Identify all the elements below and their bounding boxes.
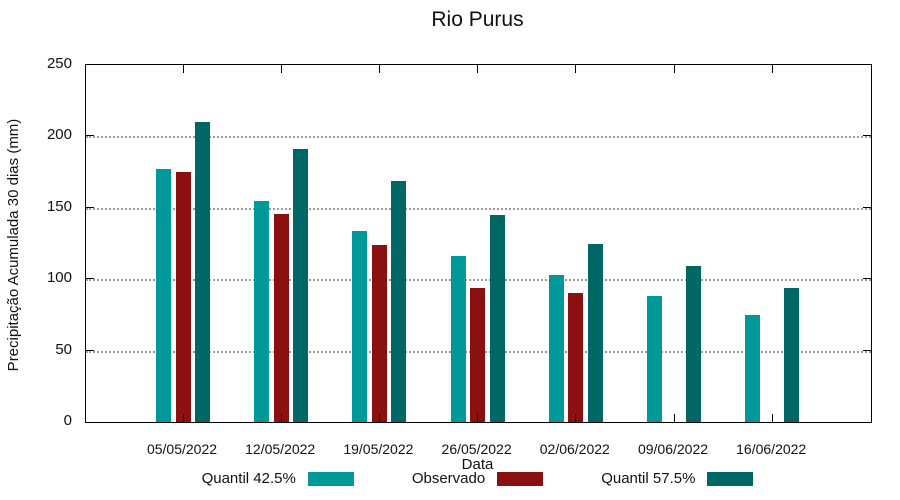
legend-item-quantil-57.5-: Quantil 57.5%: [601, 470, 754, 487]
y-tick-label-100: 100: [46, 269, 72, 287]
y-tick-left-150: [86, 206, 94, 208]
bar-quantil-57.5--09-06-2022: [686, 266, 701, 422]
y-tick-right-150: [863, 206, 871, 208]
bar-observado-19-05-2022: [371, 244, 387, 422]
chart-title: Rio Purus: [431, 8, 524, 31]
bar-quantil-57.5--05-05-2022: [195, 122, 210, 422]
bar-quantil-57.5--02-06-2022: [587, 243, 603, 422]
y-tick-left-200: [86, 135, 94, 137]
bar-quantil-42.5--16-06-2022: [745, 314, 761, 422]
y-tick-right-50: [863, 349, 871, 351]
x-tick-bottom-3: [477, 414, 479, 422]
x-tick-label-1: 12/05/2022: [245, 441, 316, 457]
y-tick-label-150: 150: [46, 197, 72, 215]
x-tick-bottom-5: [673, 414, 675, 422]
x-tick-label-3: 26/05/2022: [441, 441, 512, 457]
x-tick-label-6: 16/06/2022: [736, 441, 807, 457]
legend: Quantil 42.5% Observado Quantil 57.5%: [85, 470, 870, 487]
bar-observado-12-05-2022: [273, 213, 289, 422]
legend-item-observado: Observado: [411, 470, 544, 487]
x-tick-top-2: [378, 65, 380, 73]
x-tick-top-1: [280, 65, 282, 73]
bar-observado-02-06-2022: [568, 293, 584, 422]
bar-quantil-42.5--09-06-2022: [647, 296, 662, 422]
x-axis-label: Data: [461, 456, 494, 473]
legend-label: Observado: [411, 470, 486, 487]
x-tick-bottom-1: [280, 414, 282, 422]
y-tick-right-200: [863, 135, 871, 137]
y-tick-label-0: 0: [63, 412, 72, 429]
bar-observado-26-05-2022: [470, 287, 486, 422]
x-tick-bottom-4: [575, 414, 577, 422]
legend-swatch: [307, 471, 354, 486]
y-tick-label-200: 200: [46, 126, 72, 144]
x-tick-label-5: 09/06/2022: [637, 441, 709, 457]
x-tick-label-4: 02/06/2022: [539, 441, 610, 457]
gridline-150: [86, 207, 871, 210]
x-tick-top-4: [575, 65, 577, 73]
y-tick-left-100: [86, 278, 94, 280]
bar-quantil-57.5--16-06-2022: [784, 287, 800, 422]
y-tick-label-50: 50: [55, 340, 72, 358]
bar-quantil-57.5--12-05-2022: [293, 149, 309, 422]
bar-quantil-57.5--26-05-2022: [489, 214, 505, 422]
bar-quantil-42.5--05-05-2022: [156, 169, 171, 422]
x-tick-bottom-6: [771, 414, 773, 422]
bar-quantil-42.5--12-05-2022: [254, 200, 270, 422]
y-tick-left-50: [86, 349, 94, 351]
legend-item-quantil-42.5-: Quantil 42.5%: [202, 470, 354, 487]
legend-label: Quantil 57.5%: [601, 470, 696, 487]
legend-swatch: [707, 471, 754, 486]
x-tick-label-0: 05/05/2022: [146, 441, 218, 457]
x-tick-top-3: [477, 65, 479, 73]
y-tick-right-100: [863, 278, 871, 280]
legend-swatch: [497, 471, 544, 486]
x-tick-bottom-0: [182, 414, 184, 422]
bar-quantil-42.5--02-06-2022: [548, 274, 564, 422]
y-tick-label-250: 250: [46, 55, 72, 72]
bar-quantil-42.5--26-05-2022: [450, 256, 466, 422]
x-tick-top-6: [771, 65, 773, 73]
x-tick-bottom-2: [378, 414, 380, 422]
x-tick-top-0: [182, 65, 184, 73]
legend-label: Quantil 42.5%: [201, 470, 296, 487]
bar-quantil-42.5--19-05-2022: [352, 230, 368, 422]
plot-area: [85, 64, 872, 423]
bar-quantil-57.5--19-05-2022: [391, 180, 407, 422]
x-tick-label-2: 19/05/2022: [343, 441, 414, 457]
bar-observado-05-05-2022: [175, 172, 191, 422]
gridline-100: [86, 279, 871, 282]
gridline-200: [86, 136, 871, 139]
x-tick-top-5: [673, 65, 675, 73]
